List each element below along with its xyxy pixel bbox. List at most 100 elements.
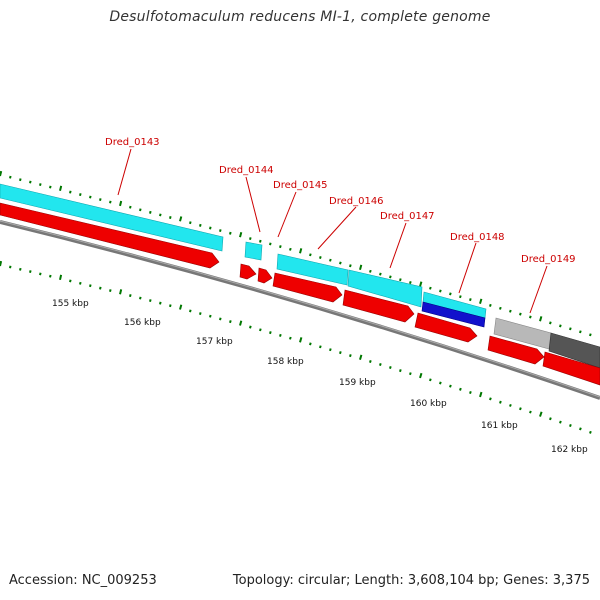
feature-dred-0143-red[interactable] <box>0 202 220 269</box>
inner-tick-12 <box>119 289 123 295</box>
accession-text: Accession: NC_009253 <box>9 573 157 588</box>
outer-tick-10 <box>99 198 102 202</box>
outer-tick-2 <box>19 178 22 182</box>
feature-dred-0146-cyan[interactable] <box>276 253 349 286</box>
inner-tick-10 <box>99 286 102 290</box>
feature-dred-0148-blue[interactable] <box>421 301 486 328</box>
gene-label-dred-0149[interactable]: Dred_0149 <box>521 254 576 265</box>
outer-tick-6 <box>59 185 63 192</box>
feature-dred-0146-red[interactable] <box>272 272 343 303</box>
outer-tick-23 <box>229 231 232 235</box>
outer-tick-37 <box>369 269 372 273</box>
gene-labels: Dred_0143 Dred_0144 Dred_0145 Dred_0146 … <box>105 137 576 265</box>
outer-tick-26 <box>259 239 262 243</box>
outer-tick-40 <box>399 278 402 282</box>
inner-tick-11 <box>109 289 112 293</box>
inner-tick-56 <box>559 420 562 424</box>
outer-tick-39 <box>389 275 392 279</box>
inner-tick-27 <box>269 331 272 335</box>
feature-next-red[interactable] <box>542 351 600 386</box>
inner-tick-1 <box>9 265 12 269</box>
feature-dred-0147-cyan[interactable] <box>347 269 423 308</box>
outer-tick-12 <box>119 200 123 207</box>
outer-tick-14 <box>139 208 142 212</box>
inner-tick-25 <box>249 325 252 329</box>
inner-tick-23 <box>229 320 232 324</box>
outer-tick-0 <box>0 170 3 177</box>
feature-dred-0149-red[interactable] <box>487 335 545 365</box>
outer-tick-35 <box>349 264 352 268</box>
scale-label-159: 159 kbp <box>339 378 376 388</box>
outer-tick-48 <box>479 298 483 304</box>
map-title: Desulfotomaculum reducens MI-1, complete… <box>109 9 491 25</box>
gene-label-dred-0148[interactable]: Dred_0148 <box>450 232 505 243</box>
outer-tick-7 <box>69 190 72 194</box>
inner-tick-31 <box>309 342 312 346</box>
feature-dred-0143-cyan[interactable] <box>0 183 224 252</box>
outer-tick-18 <box>179 216 183 222</box>
inner-tick-45 <box>449 384 452 388</box>
inner-tick-55 <box>549 417 552 421</box>
inner-tick-3 <box>29 270 32 274</box>
red-feature-track <box>0 202 600 386</box>
outer-tick-43 <box>429 286 432 290</box>
outer-tick-25 <box>249 237 252 241</box>
outer-tick-53 <box>529 315 532 319</box>
feature-dred-0147-red[interactable] <box>342 289 415 323</box>
outer-tick-54 <box>539 316 543 322</box>
inner-tick-6 <box>59 274 63 281</box>
outer-tick-42 <box>419 281 423 287</box>
outer-tick-34 <box>339 261 342 265</box>
feature-dred-0148-red[interactable] <box>414 312 478 343</box>
callout-line-dred-0145 <box>277 191 297 238</box>
gene-label-dred-0147[interactable]: Dred_0147 <box>380 211 435 222</box>
outer-tick-marks <box>0 170 592 337</box>
inner-tick-2 <box>19 267 22 271</box>
outer-tick-1 <box>9 175 12 179</box>
inner-tick-26 <box>259 328 262 332</box>
feature-dred-0144-cyan[interactable] <box>244 241 263 261</box>
inner-tick-35 <box>349 354 352 358</box>
outer-tick-20 <box>199 223 202 227</box>
outer-tick-24 <box>239 232 243 238</box>
outer-tick-46 <box>459 295 462 299</box>
callout-line-dred-0143 <box>117 148 132 196</box>
gene-label-dred-0145[interactable]: Dred_0145 <box>273 180 328 191</box>
gene-label-dred-0144[interactable]: Dred_0144 <box>219 165 274 176</box>
cyan-feature-track <box>0 183 600 369</box>
outer-tick-28 <box>279 245 282 249</box>
inner-tick-52 <box>519 407 522 411</box>
gene-label-dred-0146[interactable]: Dred_0146 <box>329 196 384 207</box>
inner-tick-5 <box>49 274 52 278</box>
feature-next-darkgray[interactable] <box>548 332 600 369</box>
outer-tick-13 <box>129 205 132 209</box>
scale-label-162: 162 kbp <box>551 445 588 455</box>
inner-tick-28 <box>279 333 282 337</box>
feature-dred-0145-red[interactable] <box>257 267 273 284</box>
outer-tick-57 <box>569 327 572 331</box>
outer-tick-3 <box>29 180 32 184</box>
outer-tick-11 <box>109 200 112 204</box>
inner-tick-0 <box>0 260 3 267</box>
inner-tick-7 <box>69 279 72 283</box>
inner-tick-24 <box>239 320 243 326</box>
feature-dred-0144-red[interactable] <box>239 263 257 280</box>
scale-label-160: 160 kbp <box>410 399 447 409</box>
inner-tick-17 <box>169 304 172 308</box>
inner-tick-9 <box>89 284 92 288</box>
outer-tick-30 <box>299 248 303 254</box>
inner-tick-40 <box>399 369 402 373</box>
inner-tick-57 <box>569 423 572 428</box>
scale-label-161: 161 kbp <box>481 421 518 431</box>
outer-tick-32 <box>319 256 322 259</box>
inner-tick-53 <box>529 410 532 414</box>
outer-tick-41 <box>409 281 412 284</box>
outer-tick-47 <box>469 298 472 302</box>
gene-label-dred-0143[interactable]: Dred_0143 <box>105 137 160 148</box>
inner-tick-33 <box>329 348 332 352</box>
outer-tick-17 <box>169 216 172 219</box>
inner-tick-34 <box>339 351 342 355</box>
scale-label-156: 156 kbp <box>124 318 161 328</box>
outer-tick-27 <box>269 242 272 246</box>
outer-tick-4 <box>39 183 42 187</box>
